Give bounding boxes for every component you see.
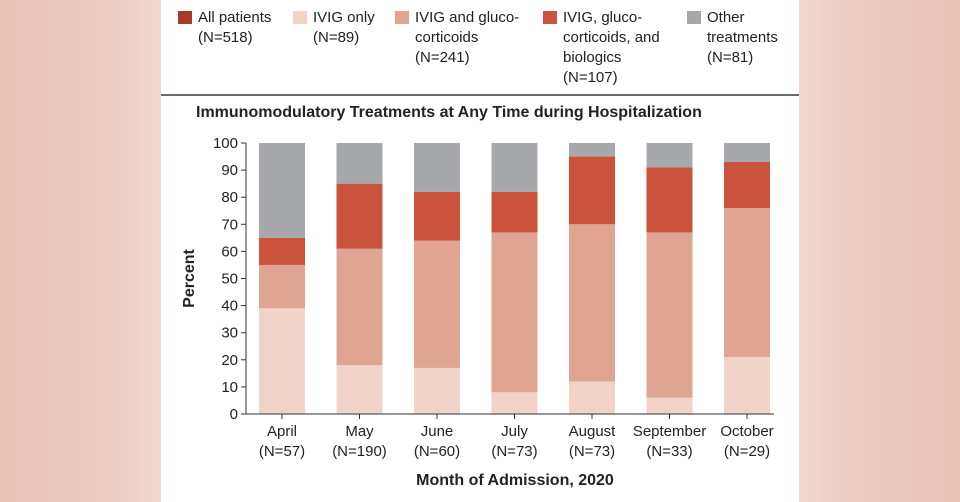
divider <box>161 94 799 96</box>
x-axis-title: Month of Admission, 2020 <box>416 472 614 489</box>
legend-label: IVIG and gluco-corticoids (N=241) <box>415 9 520 66</box>
bar-segment-october-2 <box>724 161 770 209</box>
bar-segment-july-3 <box>491 143 538 192</box>
legend-label: IVIG, gluco-corticoids, and biologics (N=1… <box>563 9 660 86</box>
x-tick-sublabel: (N=190) <box>332 443 387 460</box>
x-tick-sublabel: (N=33) <box>646 443 692 460</box>
bar-segment-april-0 <box>259 308 305 414</box>
x-tick-sublabel: (N=60) <box>414 443 460 460</box>
bar-segment-may-3 <box>336 143 383 184</box>
y-tick-label: 90 <box>221 162 238 179</box>
y-tick-label: 100 <box>213 135 238 152</box>
x-tick-sublabel: (N=73) <box>491 443 537 460</box>
bar-segment-june-2 <box>414 191 460 241</box>
bar-segment-september-3 <box>646 143 693 168</box>
x-tick-sublabel: (N=29) <box>724 443 770 460</box>
bar-segment-june-0 <box>414 367 460 414</box>
x-tick-sublabel: (N=73) <box>569 443 615 460</box>
legend-label: Other treatments (N=81) <box>707 9 778 66</box>
legend-swatch <box>178 11 192 24</box>
bar-segment-june-1 <box>414 240 460 368</box>
y-tick-label: 20 <box>221 352 238 369</box>
x-tick-label: June <box>421 423 454 440</box>
bar-segment-july-0 <box>491 392 538 414</box>
bar-segment-april-3 <box>259 143 305 238</box>
bar-segment-july-2 <box>491 191 538 233</box>
bar-segment-may-1 <box>336 248 383 366</box>
stacked-bar-chart: 0 10 20 30 40 50 60 70 80 90 100 Percent April (N=57)… <box>181 135 774 489</box>
y-tick-label: 10 <box>221 379 238 396</box>
bar-segment-april-1 <box>259 264 305 309</box>
y-tick-label: 60 <box>221 243 238 260</box>
x-tick-label: October <box>720 423 773 440</box>
x-tick-label: May <box>345 423 374 440</box>
y-tick-label: 0 <box>230 406 238 423</box>
x-tick-label: July <box>501 423 528 440</box>
bar-segment-august-1 <box>569 224 615 382</box>
bar-segment-september-2 <box>646 167 693 233</box>
bar-segment-april-2 <box>259 237 305 265</box>
bar-segment-august-3 <box>569 143 615 157</box>
figure-panel: All patients (N=518) IVIG only (N=89) IVIG… <box>161 0 799 502</box>
y-tick-label: 30 <box>221 325 238 342</box>
legend-label: All patients (N=518) <box>198 9 272 46</box>
x-tick-label: August <box>569 423 617 440</box>
legend-swatch <box>687 11 701 24</box>
legend-swatch <box>543 11 557 24</box>
y-axis-title: Percent <box>181 248 198 307</box>
legend-label: IVIG only (N=89) <box>313 9 375 46</box>
y-tick-label: 80 <box>221 189 238 206</box>
bar-segment-october-0 <box>724 357 770 414</box>
y-tick-label: 40 <box>221 298 238 315</box>
x-tick-label: April <box>267 423 297 440</box>
bar-segment-july-1 <box>491 232 538 393</box>
legend-swatch <box>293 11 307 24</box>
x-tick-label: September <box>633 423 706 440</box>
bar-segment-may-2 <box>336 183 383 249</box>
bar-segment-may-0 <box>336 365 383 414</box>
y-tick-label: 70 <box>221 216 238 233</box>
bar-segment-august-2 <box>569 156 615 225</box>
bar-segment-june-3 <box>414 143 460 192</box>
bar-segment-october-3 <box>724 143 770 162</box>
legend: All patients (N=518) IVIG only (N=89) IVIG… <box>161 0 799 94</box>
legend-swatch <box>395 11 409 24</box>
x-tick-sublabel: (N=57) <box>259 443 305 460</box>
bar-segment-september-1 <box>646 232 693 398</box>
chart-title: Immunomodulatory Treatments at Any Time … <box>196 104 702 121</box>
y-tick-label: 50 <box>221 271 238 288</box>
bar-segment-august-0 <box>569 381 615 414</box>
bar-segment-september-0 <box>646 397 693 414</box>
bar-segment-october-1 <box>724 208 770 358</box>
